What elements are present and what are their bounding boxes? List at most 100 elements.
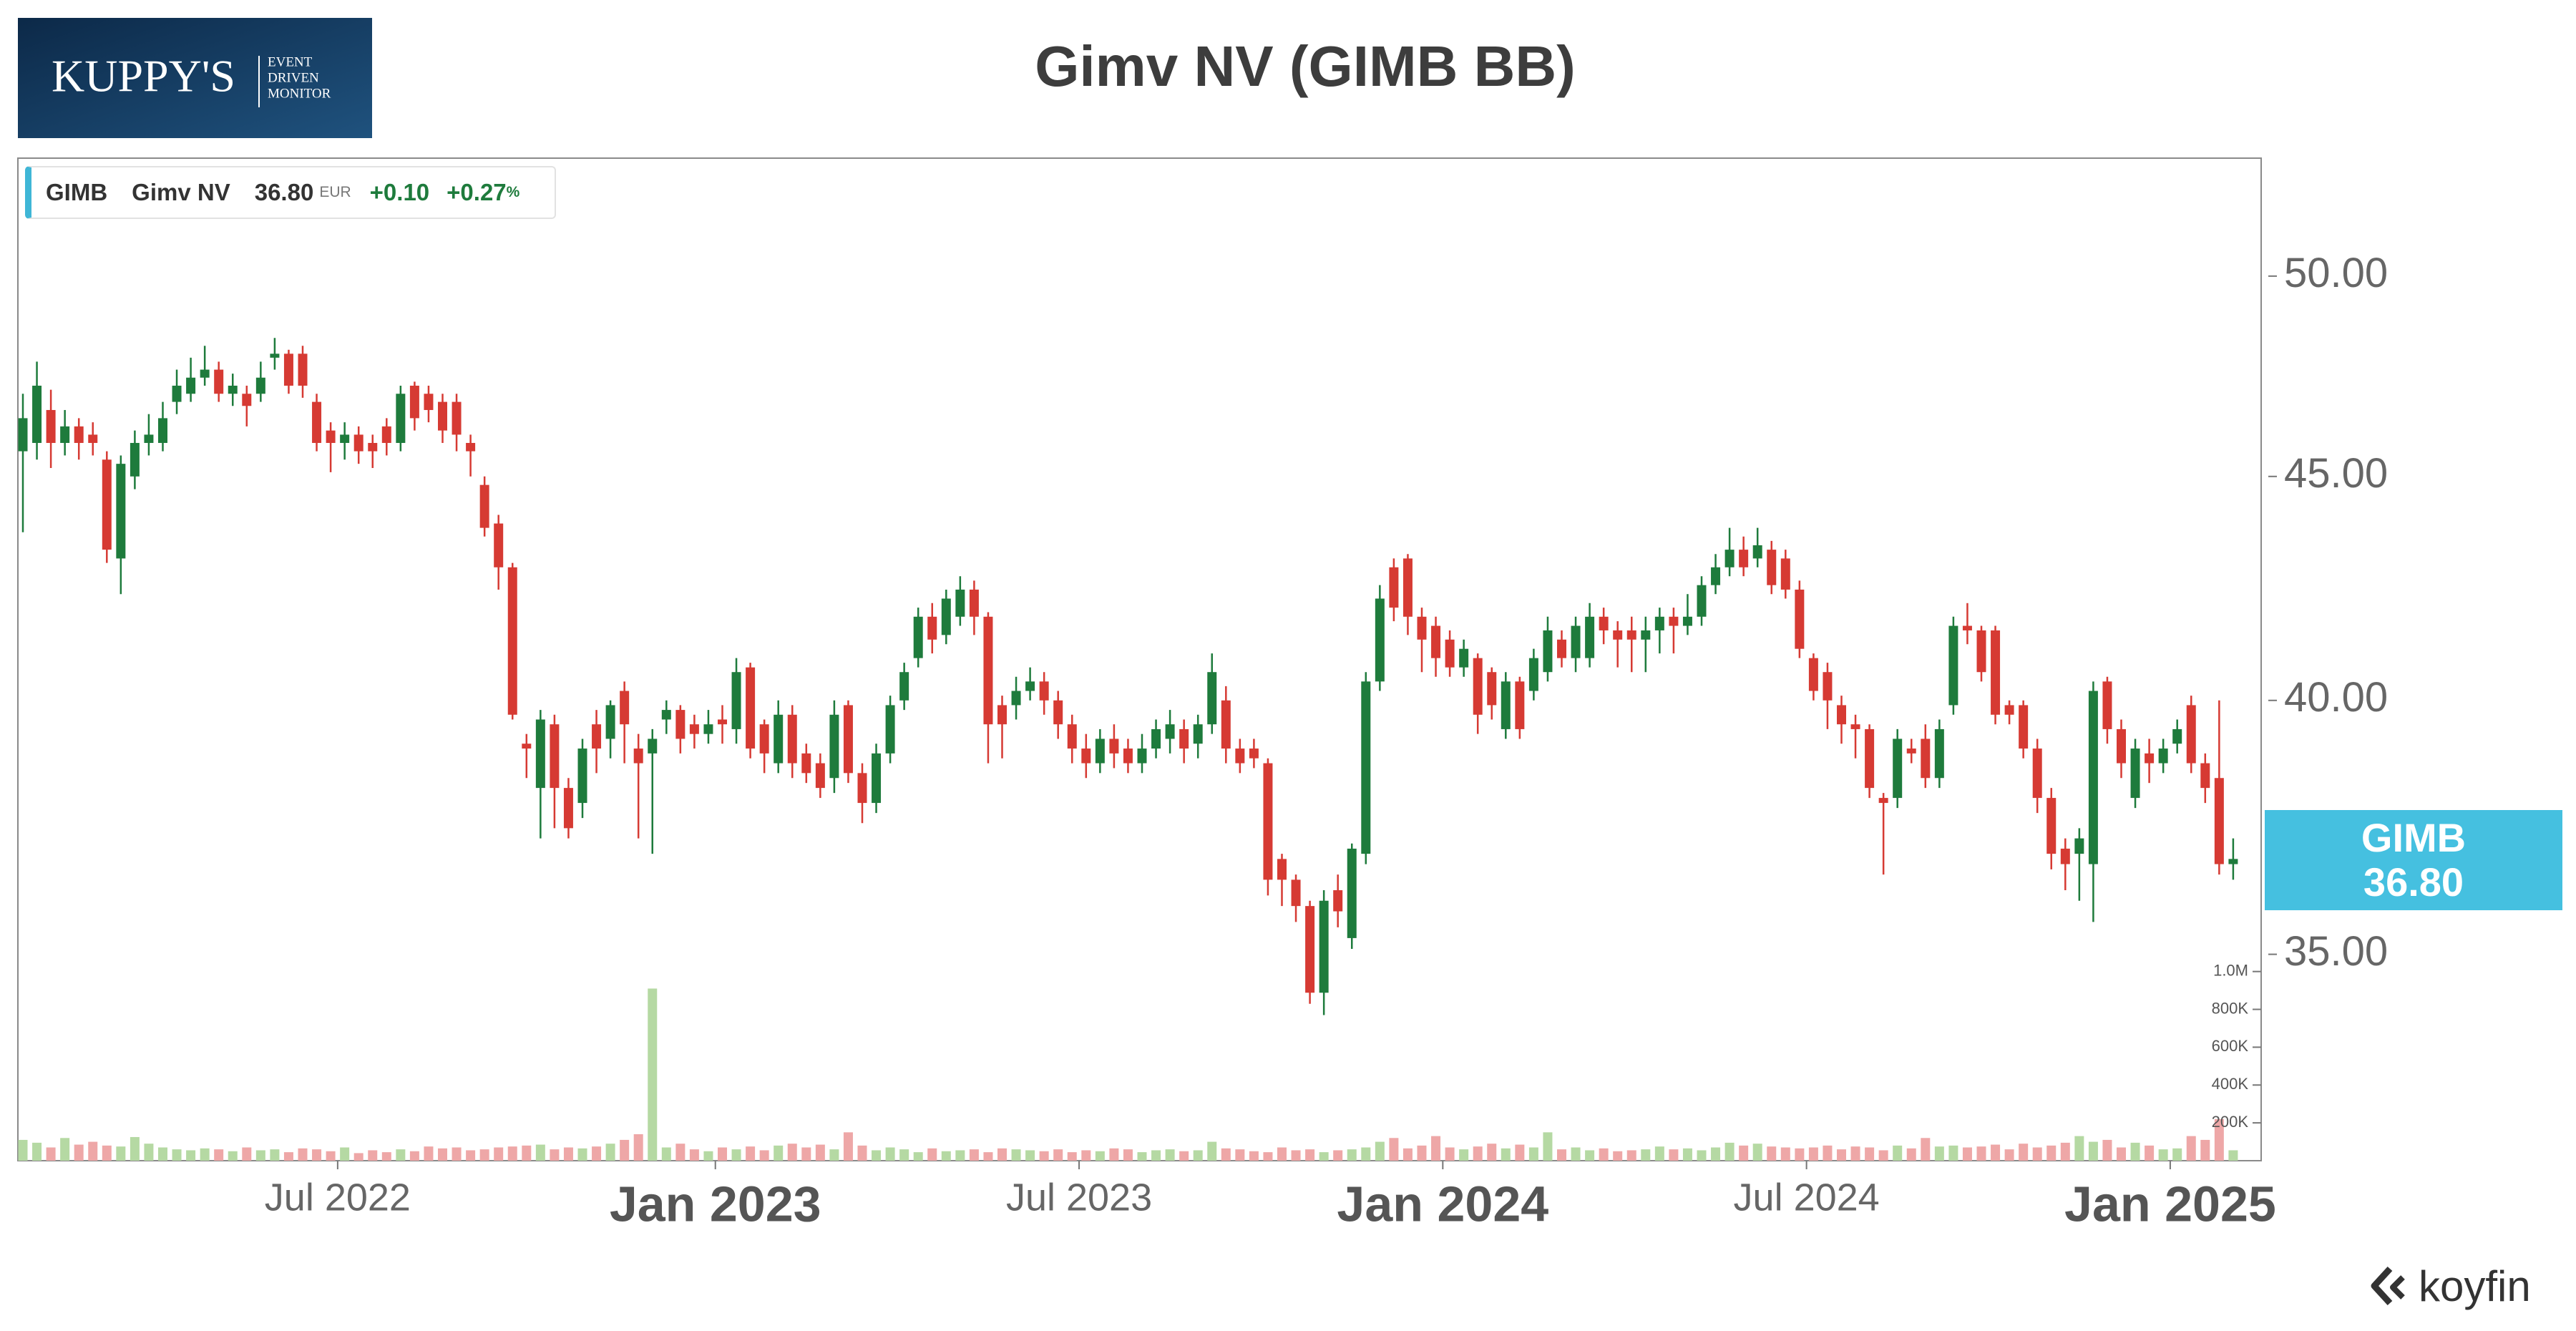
price-tag: GIMB 36.80 [2265,810,2562,910]
candle-body [479,484,489,528]
candle-body [1263,763,1273,880]
volume-bar [1123,1149,1133,1161]
volume-bar [1795,1148,1805,1161]
volume-bar [801,1147,811,1161]
quote-box: GIMB Gimv NV 36.80 EUR +0.10 +0.27 % [25,166,556,219]
volume-bar [507,1146,517,1161]
volume-bar [759,1150,769,1161]
y2-tick-label: 800K [2212,999,2249,1017]
candle-body [144,434,154,443]
quote-name: Gimv NV [132,179,230,205]
volume-bar [620,1139,630,1161]
candle-body [1599,616,1609,630]
candle-body [1906,749,1916,754]
logo-tagline: MONITOR [268,86,331,101]
volume-bar [787,1144,797,1161]
y-tick-label: 50.00 [2284,250,2388,296]
candle-body [1402,558,1413,617]
candle-body [255,377,265,394]
candle-body [1948,625,1958,706]
volume-bar [1249,1151,1259,1161]
candle-body [1025,681,1035,691]
volume-bar [997,1148,1007,1161]
candle-body [997,705,1007,725]
candle-body [843,705,853,774]
candle-body [899,672,909,701]
volume-bar [1151,1150,1161,1161]
candle-body [857,773,867,804]
candle-body [1682,616,1692,626]
candle-body [1207,672,1217,725]
volume-bar [1865,1147,1875,1161]
volume-bar [116,1146,126,1161]
volume-layer [18,988,2238,1161]
candle-body [1991,630,2001,715]
candle-body [2145,753,2155,764]
candle-body [1962,625,1972,630]
volume-bar [885,1147,895,1161]
volume-bar [899,1149,909,1161]
candle-body [774,714,784,764]
volume-bar [689,1149,699,1161]
quote-last: 36.80 [254,179,314,205]
candle-body [214,369,224,394]
volume-bar [1347,1149,1357,1161]
candle-body [381,426,391,443]
candle-body [452,401,462,435]
volume-bar [969,1149,979,1161]
candle-body [1850,724,1860,729]
volume-bar [74,1144,84,1161]
quote-change: +0.10 [369,179,430,205]
candle-body [1528,658,1538,691]
candle-body [703,724,713,734]
volume-bar [1823,1145,1833,1161]
volume-bar [522,1145,532,1161]
volume-bar [1767,1146,1777,1161]
candle-body [1669,616,1679,626]
candle-body [1654,616,1664,630]
volume-bar [312,1149,322,1161]
candle-body [2074,838,2084,854]
volume-bar [1179,1151,1189,1161]
candle-body [2102,681,2112,729]
brand-name: koyfin [2419,1262,2531,1310]
volume-bar [1487,1144,1497,1161]
volume-bar [1850,1146,1860,1161]
candle-body [1431,625,1441,658]
candle-body [1501,681,1511,729]
candle-body [2117,728,2126,764]
candle-body [955,589,965,617]
volume-bar [592,1146,602,1161]
candle-body [1823,672,1833,701]
candle-body [550,724,560,789]
volume-bar [1319,1152,1329,1161]
chart-title: Gimv NV (GIMB BB) [1035,34,1576,98]
candle-body [2032,749,2042,799]
logo-box [18,18,372,138]
candle-body [2019,705,2029,749]
candle-body [2158,749,2168,764]
volume-bar [326,1151,336,1161]
volume-bar [60,1138,70,1161]
volume-bar [2214,1118,2224,1161]
volume-bar [857,1145,867,1161]
volume-bar [1976,1146,1986,1161]
volume-bar [1039,1151,1049,1161]
volume-bar [186,1150,196,1161]
candle-body [270,354,280,358]
candle-body [1039,681,1049,701]
candle-body [1305,906,1315,993]
volume-bar [1095,1151,1105,1161]
brand: koyfin [2368,1261,2531,1311]
volume-bar [32,1142,42,1161]
volume-bar [648,988,658,1161]
volume-bar [1375,1141,1385,1161]
volume-bar [2088,1141,2098,1161]
volume-bar [2145,1145,2155,1161]
volume-bar [1067,1152,1077,1161]
candle-body [172,385,182,402]
volume-bar [1585,1150,1595,1161]
candle-body [1179,728,1189,749]
volume-bar [494,1147,504,1161]
axes-layer: 35.00 40.00 45.00 50.00 200K 400K 600K 800K 1.0M… [265,250,2388,1232]
